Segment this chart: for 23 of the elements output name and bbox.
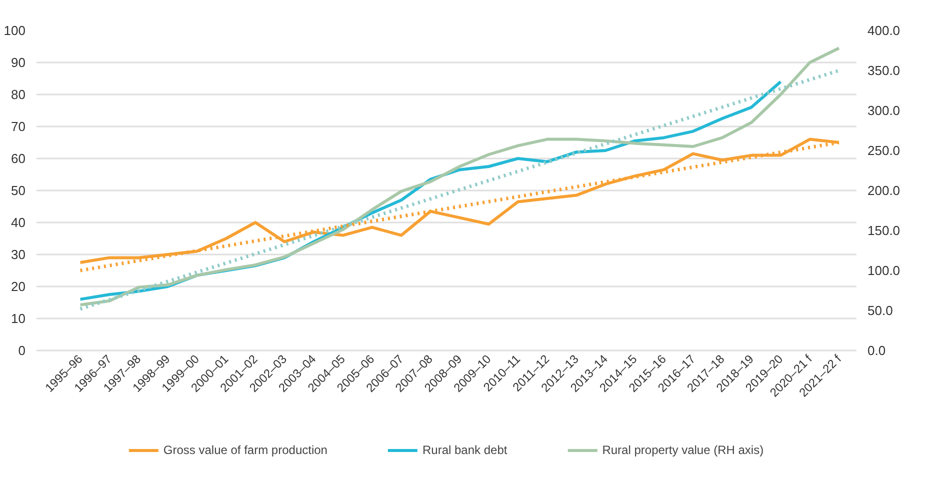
y2-tick-label: 250.0 (868, 143, 900, 158)
y-tick-label: 0 (18, 343, 26, 358)
y2-tick-label: 150.0 (868, 223, 900, 238)
y-tick-label: 10 (11, 311, 26, 326)
y-tick-label: 50 (11, 183, 26, 198)
y-tick-label: 20 (11, 279, 26, 294)
y2-tick-label: 300.0 (868, 103, 900, 118)
y-tick-label: 30 (11, 247, 26, 262)
y-tick-label: 40 (11, 215, 26, 230)
y2-tick-label: 400.0 (868, 23, 900, 38)
y2-tick-label: 0.0 (868, 343, 886, 358)
y2-tick-label: 50.0 (868, 303, 893, 318)
y-tick-label: 90 (11, 55, 26, 70)
legend-label: Rural bank debt (422, 443, 508, 457)
y-tick-label: 100 (4, 23, 26, 38)
y-tick-label: 80 (11, 87, 26, 102)
legend-label: Rural property value (RH axis) (602, 443, 764, 457)
y2-tick-label: 200.0 (868, 183, 900, 198)
y2-tick-label: 350.0 (868, 63, 900, 78)
legend-label: Gross value of farm production (163, 443, 328, 457)
y-tick-label: 70 (11, 119, 26, 134)
y-tick-label: 60 (11, 151, 26, 166)
y2-tick-label: 100.0 (868, 263, 900, 278)
